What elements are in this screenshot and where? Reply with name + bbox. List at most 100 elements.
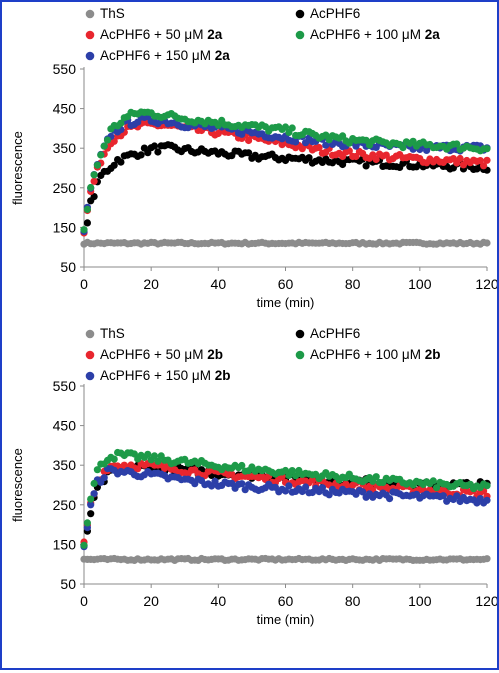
data-point-c150 <box>359 488 367 496</box>
data-point-acphf6 <box>83 219 91 227</box>
data-point-c100 <box>80 541 88 549</box>
data-point-c150 <box>281 487 290 495</box>
x-tick-label: 20 <box>143 593 159 609</box>
y-axis-label: fluorescence <box>10 131 25 205</box>
data-point-c100 <box>288 124 296 132</box>
legend-label-ths: ThS <box>100 6 125 21</box>
y-tick-label: 550 <box>53 378 77 394</box>
legend-marker-c100 <box>295 350 305 360</box>
data-point-c150 <box>483 496 491 504</box>
data-point-c100 <box>93 466 101 474</box>
y-tick-label: 250 <box>53 497 77 513</box>
y-tick-label: 250 <box>53 180 77 196</box>
x-tick-label: 60 <box>278 593 294 609</box>
legend-marker-c50 <box>85 30 95 40</box>
data-point-c100 <box>93 161 101 169</box>
x-tick-label: 80 <box>345 593 361 609</box>
legend-marker-c100 <box>295 30 305 40</box>
data-point-c150 <box>325 491 333 499</box>
data-point-acphf6 <box>90 193 98 201</box>
x-tick-label: 100 <box>408 276 432 292</box>
data-point-c150 <box>386 495 394 503</box>
data-point-c50 <box>476 157 484 165</box>
legend-label-c150: AcPHF6 + 150 μM 2b <box>100 368 230 383</box>
legend-label-c100: AcPHF6 + 100 μM 2a <box>310 27 440 42</box>
y-axis-label: fluorescence <box>10 448 25 522</box>
data-point-c50 <box>480 162 488 170</box>
x-tick-label: 0 <box>80 276 88 292</box>
data-point-acphf6 <box>117 158 125 166</box>
legend-marker-ths <box>85 329 95 339</box>
x-axis-label: time (min) <box>257 295 315 310</box>
data-point-acphf6 <box>150 142 159 150</box>
data-point-c100 <box>100 142 108 150</box>
data-point-ths <box>483 555 491 563</box>
data-point-c150 <box>292 138 300 146</box>
legend-label-c50: AcPHF6 + 50 μM 2a <box>100 27 223 42</box>
data-point-acphf6 <box>362 162 370 170</box>
data-point-c150 <box>285 482 293 490</box>
data-point-c150 <box>322 141 330 149</box>
data-point-c50 <box>315 143 323 152</box>
legend-label-ths: ThS <box>100 326 125 341</box>
y-tick-label: 550 <box>53 61 77 77</box>
data-point-c100 <box>144 450 152 458</box>
x-tick-label: 80 <box>345 276 361 292</box>
data-point-c100 <box>80 226 88 234</box>
legend-label-c150: AcPHF6 + 150 μM 2a <box>100 48 230 63</box>
data-point-c100 <box>103 136 112 144</box>
data-point-c100 <box>292 472 300 480</box>
data-point-c150 <box>87 501 95 509</box>
data-point-c100 <box>483 482 491 490</box>
x-tick-label: 0 <box>80 593 88 609</box>
x-tick-label: 120 <box>475 276 497 292</box>
legend-marker-ths <box>85 9 95 19</box>
data-point-c100 <box>90 479 98 488</box>
y-tick-label: 350 <box>53 140 77 156</box>
data-point-c100 <box>110 455 118 463</box>
data-point-c100 <box>372 473 380 481</box>
data-point-c100 <box>429 477 437 485</box>
data-point-c50 <box>308 476 316 484</box>
data-point-c100 <box>238 461 246 470</box>
data-point-c150 <box>439 492 447 500</box>
data-point-acphf6 <box>137 151 145 159</box>
data-point-c100 <box>97 151 105 159</box>
data-point-c150 <box>318 484 326 492</box>
x-tick-label: 40 <box>211 593 227 609</box>
data-point-c100 <box>150 452 159 460</box>
legend-marker-c150 <box>85 371 95 381</box>
data-point-c100 <box>433 484 441 492</box>
data-point-c100 <box>83 519 91 527</box>
legend-label-acphf6: AcPHF6 <box>310 6 360 21</box>
data-point-c100 <box>154 457 162 465</box>
data-point-acphf6 <box>110 161 118 169</box>
x-tick-label: 100 <box>408 593 432 609</box>
data-point-c100 <box>117 119 125 127</box>
data-point-c150 <box>453 492 461 500</box>
data-point-c100 <box>87 183 95 192</box>
data-point-acphf6 <box>87 510 95 518</box>
y-tick-label: 450 <box>53 101 77 117</box>
data-point-c150 <box>302 483 310 491</box>
data-point-acphf6 <box>245 149 253 157</box>
data-point-ths <box>483 239 491 247</box>
legend-marker-acphf6 <box>295 329 305 339</box>
data-point-c100 <box>483 145 491 153</box>
data-point-c150 <box>90 490 98 498</box>
x-axis-label: time (min) <box>257 612 315 627</box>
x-tick-label: 40 <box>211 276 227 292</box>
data-point-c50 <box>245 136 253 145</box>
data-point-c100 <box>281 123 290 131</box>
data-point-acphf6 <box>305 154 313 162</box>
data-point-c100 <box>87 495 95 503</box>
legend-label-c50: AcPHF6 + 50 μM 2b <box>100 347 223 362</box>
data-point-c100 <box>288 467 296 475</box>
y-tick-label: 50 <box>60 576 76 592</box>
data-point-c50 <box>456 154 464 163</box>
data-point-c100 <box>453 140 461 148</box>
data-point-c50 <box>483 156 491 164</box>
data-point-c50 <box>134 465 142 473</box>
